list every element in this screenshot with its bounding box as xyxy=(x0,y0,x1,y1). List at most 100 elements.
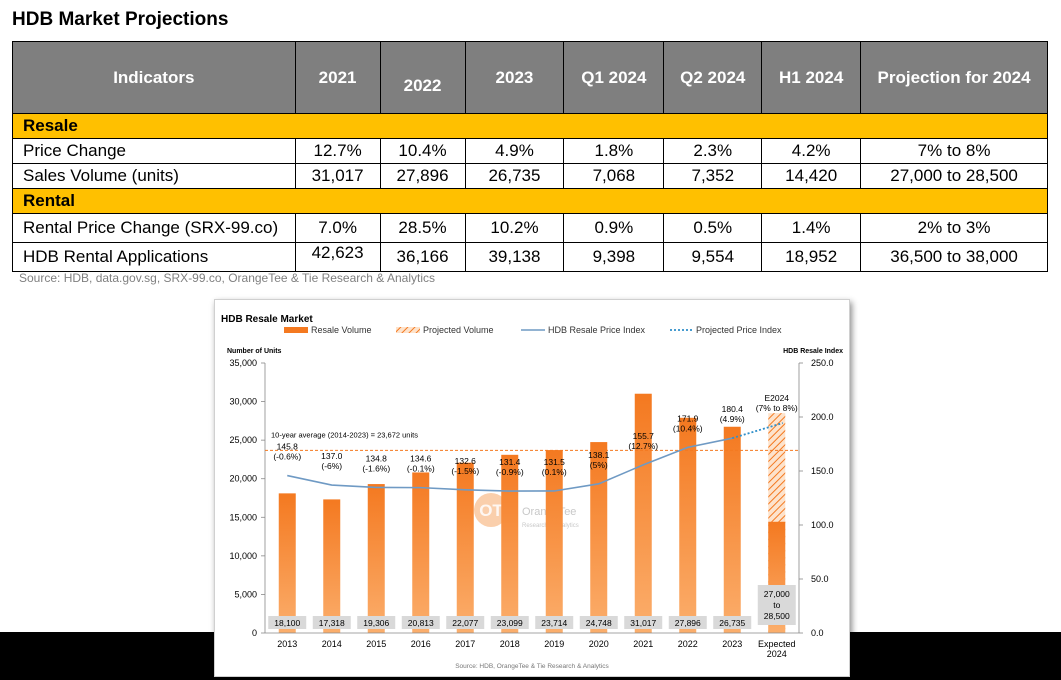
table-cell: 4.9% xyxy=(464,138,565,164)
volume-label-box xyxy=(446,616,485,629)
volume-value-label: 22,077 xyxy=(452,618,478,628)
index-value-label: 131.4 xyxy=(499,457,521,467)
volume-value-label: 18,100 xyxy=(274,618,300,628)
table-cell: 31,017 xyxy=(294,163,381,189)
volume-value-label: 23,099 xyxy=(497,618,523,628)
header-q2-2024: Q2 2024 xyxy=(663,41,763,114)
volume-label-box xyxy=(357,616,396,629)
page-title: HDB Market Projections xyxy=(12,9,229,30)
table-cell: 2.3% xyxy=(663,138,763,164)
volume-label-box xyxy=(312,616,351,629)
volume-label-box xyxy=(490,616,529,629)
header-h1-2024: H1 2024 xyxy=(761,41,862,114)
bar-resale-volume xyxy=(323,499,341,633)
projection-table: Indicators 2021 2022 2023 Q1 2024 Q2 202… xyxy=(12,41,1048,272)
y2-tick-label: 250.0 xyxy=(811,358,834,368)
volume-label-box xyxy=(668,616,707,629)
y2-tick-label: 0.0 xyxy=(811,628,824,638)
table-row: Sales Volume (units) 31,017 27,896 26,73… xyxy=(12,163,1048,189)
header-indicators: Indicators xyxy=(12,41,296,114)
table-cell: 27,000 to 28,500 xyxy=(860,163,1048,189)
bar-resale-volume xyxy=(412,472,430,633)
y-tick-label: 35,000 xyxy=(229,358,257,368)
row-label: HDB Rental Applications xyxy=(12,242,296,272)
x-tick-label: 2023 xyxy=(722,639,742,649)
table-cell: 2% to 3% xyxy=(860,213,1048,243)
row-label: Price Change xyxy=(12,138,296,164)
index-change-label: (5%) xyxy=(590,460,608,470)
table-header-row: Indicators 2021 2022 2023 Q1 2024 Q2 202… xyxy=(12,41,1048,114)
y-tick-label: 30,000 xyxy=(229,397,257,407)
volume-value-label: 24,748 xyxy=(586,618,612,628)
table-cell: 27,896 xyxy=(379,163,466,189)
right-axis-title: HDB Resale Index xyxy=(783,348,843,355)
price-index-line xyxy=(287,437,733,492)
table-cell: 36,500 to 38,000 xyxy=(860,242,1048,272)
y2-tick-label: 200.0 xyxy=(811,412,834,422)
section-row-rental: Rental xyxy=(12,188,1048,214)
volume-label-box xyxy=(713,616,752,629)
index-value-label: 134.8 xyxy=(366,453,388,463)
volume-value-label: 17,318 xyxy=(319,618,345,628)
volume-value-label: 23,714 xyxy=(541,618,567,628)
bar-resale-volume xyxy=(634,393,652,633)
projected-index-label: E2024 xyxy=(764,393,789,403)
legend-label: Projected Price Index xyxy=(696,325,782,335)
bar-resale-volume xyxy=(723,426,741,633)
table-cell: 39,138 xyxy=(464,242,565,272)
table-cell: 0.9% xyxy=(563,213,665,243)
legend-label: Resale Volume xyxy=(311,325,372,335)
table-cell: 7,352 xyxy=(663,163,763,189)
x-tick-label: 2024 xyxy=(767,649,787,659)
section-label: Resale xyxy=(12,113,1048,139)
projected-index-line xyxy=(731,422,784,440)
table-cell: 1.8% xyxy=(563,138,665,164)
volume-value-label: 26,735 xyxy=(719,618,745,628)
table-cell: 42,623 xyxy=(294,242,381,272)
header-2022: 2022 xyxy=(379,41,466,114)
x-tick-label: 2015 xyxy=(366,639,386,649)
bar-resale-volume xyxy=(367,484,385,633)
table-cell: 10.2% xyxy=(464,213,565,243)
legend-swatch-projected-volume xyxy=(396,327,420,333)
legend-label: HDB Resale Price Index xyxy=(548,325,646,335)
x-tick-label: 2018 xyxy=(500,639,520,649)
y-tick-label: 0 xyxy=(252,628,257,638)
table-cell: 7.0% xyxy=(294,213,381,243)
volume-value-label: 28,500 xyxy=(764,611,790,621)
index-value-label: 134.6 xyxy=(410,454,432,464)
x-tick-label: 2014 xyxy=(322,639,342,649)
bar-resale-volume xyxy=(456,462,474,633)
table-cell: 12.7% xyxy=(294,138,381,164)
index-change-label: (0.1%) xyxy=(542,467,567,477)
section-row-resale: Resale xyxy=(12,113,1048,139)
table-cell: 26,735 xyxy=(464,163,565,189)
legend-label: Projected Volume xyxy=(423,325,494,335)
x-tick-label: 2016 xyxy=(411,639,431,649)
table-cell: 7% to 8% xyxy=(860,138,1048,164)
y-tick-label: 25,000 xyxy=(229,435,257,445)
volume-label-box xyxy=(268,616,307,629)
volume-value-label: 19,306 xyxy=(363,618,389,628)
volume-value-label: 20,813 xyxy=(408,618,434,628)
volume-value-label: 27,000 xyxy=(764,589,790,599)
table-cell: 9,554 xyxy=(663,242,763,272)
volume-label-box xyxy=(401,616,440,629)
x-tick-label: Expected xyxy=(758,639,796,649)
volume-label-box xyxy=(624,616,663,629)
table-cell: 28.5% xyxy=(379,213,466,243)
x-tick-label: 2021 xyxy=(633,639,653,649)
table-source-note: Source: HDB, data.gov.sg, SRX-99.co, Ora… xyxy=(19,271,435,285)
volume-label-box xyxy=(757,585,796,625)
x-tick-label: 2019 xyxy=(544,639,564,649)
legend-swatch-resale-volume xyxy=(284,327,308,333)
table-cell: 18,952 xyxy=(761,242,862,272)
header-2021: 2021 xyxy=(294,41,381,114)
index-change-label: (-1.5%) xyxy=(451,466,479,476)
index-value-label: 155.7 xyxy=(633,431,655,441)
table-cell: 36,166 xyxy=(379,242,466,272)
index-change-label: (-6%) xyxy=(321,461,342,471)
y-tick-label: 10,000 xyxy=(229,551,257,561)
index-value-label: 132.6 xyxy=(455,456,477,466)
